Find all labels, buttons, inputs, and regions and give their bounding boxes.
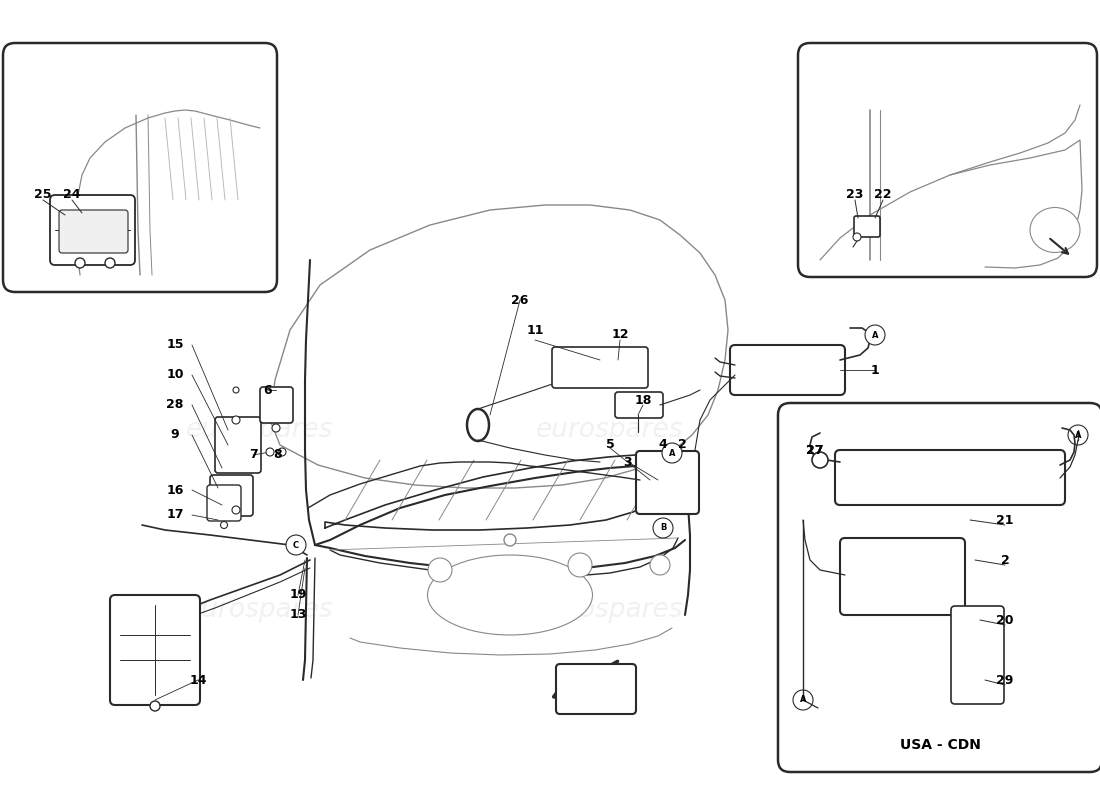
FancyBboxPatch shape <box>59 210 128 253</box>
Circle shape <box>232 506 240 514</box>
Ellipse shape <box>812 452 828 468</box>
FancyBboxPatch shape <box>556 664 636 714</box>
Text: eurospares: eurospares <box>537 597 684 623</box>
Ellipse shape <box>428 555 593 635</box>
Text: A: A <box>669 449 675 458</box>
Text: 7: 7 <box>249 449 257 462</box>
Text: 23: 23 <box>846 189 864 202</box>
Ellipse shape <box>1030 207 1080 253</box>
Text: 25: 25 <box>34 189 52 202</box>
Text: 21: 21 <box>997 514 1014 526</box>
FancyBboxPatch shape <box>210 475 253 516</box>
Text: C: C <box>293 541 299 550</box>
Text: 2: 2 <box>678 438 686 451</box>
Circle shape <box>278 448 286 456</box>
Text: 2: 2 <box>1001 554 1010 566</box>
FancyBboxPatch shape <box>50 195 135 265</box>
FancyBboxPatch shape <box>214 417 261 473</box>
Circle shape <box>568 553 592 577</box>
Text: 17: 17 <box>166 509 184 522</box>
Text: A: A <box>800 695 806 705</box>
Text: 14: 14 <box>189 674 207 686</box>
Circle shape <box>428 558 452 582</box>
FancyBboxPatch shape <box>840 538 965 615</box>
FancyBboxPatch shape <box>552 347 648 388</box>
Text: eurospares: eurospares <box>537 417 684 443</box>
FancyBboxPatch shape <box>110 595 200 705</box>
Text: 10: 10 <box>166 369 184 382</box>
Text: B: B <box>660 523 667 533</box>
Text: 8: 8 <box>274 449 283 462</box>
Text: USA - CDN: USA - CDN <box>900 738 980 752</box>
Text: 27: 27 <box>806 443 824 457</box>
Circle shape <box>233 387 239 393</box>
Text: 3: 3 <box>624 455 632 469</box>
Text: A: A <box>871 330 878 339</box>
Text: 4: 4 <box>659 438 668 451</box>
Text: 5: 5 <box>606 438 615 451</box>
Text: 19: 19 <box>289 589 307 602</box>
Circle shape <box>150 701 160 711</box>
Circle shape <box>662 443 682 463</box>
Circle shape <box>220 522 228 529</box>
Circle shape <box>653 518 673 538</box>
Text: 28: 28 <box>166 398 184 411</box>
Circle shape <box>75 258 85 268</box>
Text: 24: 24 <box>64 189 80 202</box>
FancyBboxPatch shape <box>778 403 1100 772</box>
Circle shape <box>286 535 306 555</box>
Text: 27: 27 <box>806 445 824 458</box>
FancyBboxPatch shape <box>3 43 277 292</box>
Text: 22: 22 <box>874 189 892 202</box>
Text: 20: 20 <box>997 614 1014 626</box>
Text: 9: 9 <box>170 429 179 442</box>
Text: 16: 16 <box>166 483 184 497</box>
Circle shape <box>232 416 240 424</box>
Text: 15: 15 <box>166 338 184 351</box>
Text: A: A <box>1075 430 1081 439</box>
Text: 26: 26 <box>512 294 529 306</box>
Text: 12: 12 <box>612 329 629 342</box>
Circle shape <box>852 233 861 241</box>
Circle shape <box>266 448 274 456</box>
Text: 29: 29 <box>997 674 1014 686</box>
FancyBboxPatch shape <box>207 485 241 521</box>
Text: 11: 11 <box>526 323 543 337</box>
Circle shape <box>1068 425 1088 445</box>
FancyBboxPatch shape <box>615 392 663 418</box>
FancyBboxPatch shape <box>835 450 1065 505</box>
Circle shape <box>650 555 670 575</box>
Text: eurospares: eurospares <box>186 417 333 443</box>
FancyBboxPatch shape <box>952 606 1004 704</box>
FancyBboxPatch shape <box>854 216 880 237</box>
Circle shape <box>865 325 886 345</box>
Circle shape <box>104 258 116 268</box>
FancyBboxPatch shape <box>260 387 293 423</box>
FancyBboxPatch shape <box>730 345 845 395</box>
Text: 6: 6 <box>264 383 273 397</box>
Ellipse shape <box>468 409 490 441</box>
FancyBboxPatch shape <box>798 43 1097 277</box>
Text: 13: 13 <box>289 609 307 622</box>
Circle shape <box>504 534 516 546</box>
Text: 1: 1 <box>870 363 879 377</box>
FancyBboxPatch shape <box>636 451 698 514</box>
Text: 18: 18 <box>635 394 651 406</box>
Circle shape <box>272 424 280 432</box>
Text: eurospares: eurospares <box>186 597 333 623</box>
Circle shape <box>793 690 813 710</box>
